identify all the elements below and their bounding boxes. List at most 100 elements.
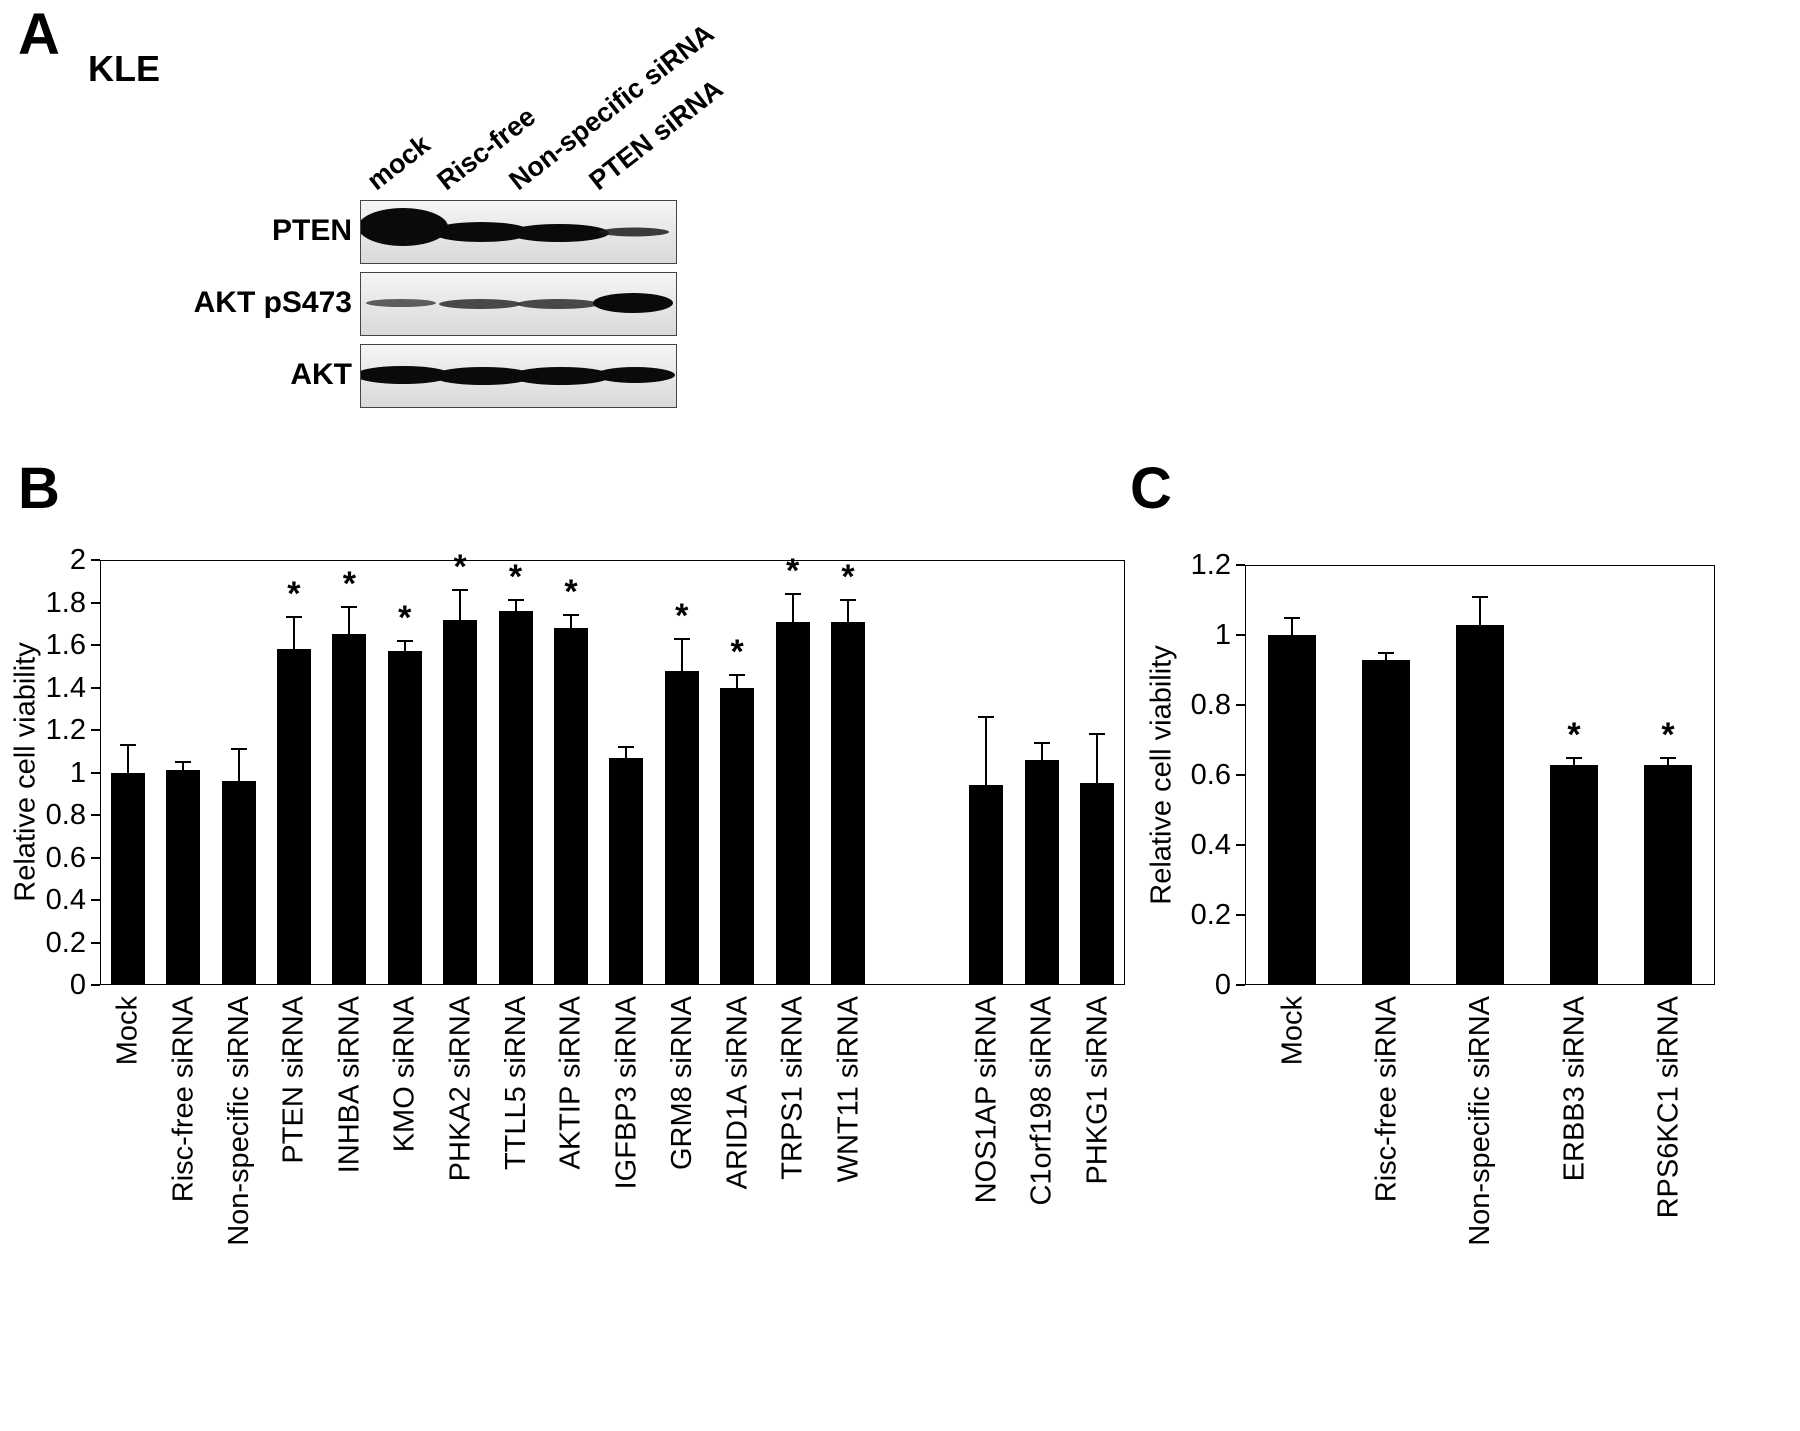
y-tick-label: 1.6 <box>45 629 86 661</box>
viability-bar <box>443 619 478 984</box>
viability-bar <box>332 634 367 984</box>
akt-blot <box>360 344 677 408</box>
blot-row-label-akt-ps473: AKT pS473 <box>193 286 352 319</box>
error-cap <box>839 599 856 602</box>
error-whisker <box>1479 596 1481 625</box>
viability-bar <box>1550 764 1598 984</box>
viability-bar <box>387 651 422 984</box>
y-tick-label: 1.2 <box>1190 549 1231 581</box>
viability-bar <box>1644 764 1692 984</box>
error-cap <box>396 639 413 642</box>
error-whisker <box>680 638 683 671</box>
viability-bar <box>166 770 201 984</box>
y-tick <box>1236 914 1245 916</box>
viability-bar <box>553 628 588 984</box>
error-cap <box>618 746 635 748</box>
y-tick-label: 0.4 <box>1190 829 1231 861</box>
error-cap <box>1378 651 1394 654</box>
error-whisker <box>1385 652 1387 660</box>
plot-area <box>100 560 1125 985</box>
pten-blot <box>360 200 677 264</box>
significance-asterisk: * <box>730 632 744 671</box>
error-cap <box>1284 616 1300 619</box>
viability-bar <box>1268 635 1316 984</box>
viability-bar <box>110 772 145 984</box>
significance-asterisk: * <box>1567 715 1581 754</box>
error-cap <box>1033 741 1050 744</box>
significance-asterisk: * <box>287 575 301 614</box>
error-cap <box>119 743 136 746</box>
significance-asterisk: * <box>453 547 467 586</box>
viability-bar <box>775 621 810 984</box>
viability-bar <box>1024 759 1059 984</box>
viability-bar <box>609 757 644 984</box>
y-tick <box>91 686 100 689</box>
error-cap <box>175 760 192 763</box>
y-tick-label: 1 <box>1214 619 1231 651</box>
error-cap <box>784 593 801 595</box>
viability-bar <box>1456 624 1504 984</box>
error-cap <box>507 599 524 602</box>
y-tick-label: 0.6 <box>1190 759 1231 791</box>
error-whisker <box>985 717 988 786</box>
blot-row-label-akt: AKT <box>290 358 352 391</box>
significance-asterisk: * <box>398 598 412 637</box>
protein-band <box>595 367 675 383</box>
y-tick <box>91 941 100 944</box>
protein-band <box>517 299 599 309</box>
error-whisker <box>1573 757 1575 765</box>
protein-band <box>599 227 669 237</box>
error-cap <box>452 588 469 591</box>
y-tick <box>91 984 100 986</box>
viability-bar <box>1362 659 1410 984</box>
protein-band <box>593 293 673 313</box>
error-whisker <box>403 640 406 652</box>
y-tick-label: 2 <box>69 544 86 576</box>
blot-row-label-pten: PTEN <box>271 214 352 247</box>
y-tick-label: 0.4 <box>45 884 86 916</box>
protein-band <box>361 366 451 384</box>
y-tick <box>91 856 100 859</box>
error-cap <box>1472 595 1488 598</box>
x-category-label: Non-specific siRNA <box>1464 996 1496 1246</box>
y-tick <box>91 644 100 646</box>
significance-asterisk: * <box>675 596 689 635</box>
y-tick <box>1236 704 1245 706</box>
error-cap <box>285 616 302 619</box>
cell-line-label: KLE <box>88 48 160 89</box>
y-tick <box>91 559 100 561</box>
y-tick <box>91 771 100 774</box>
significance-asterisk: * <box>564 573 578 612</box>
protein-band <box>433 367 533 385</box>
viability-bar <box>276 649 311 984</box>
y-tick <box>1236 564 1245 566</box>
x-category-label: ERBB3 siRNA <box>1558 996 1590 1182</box>
error-cap <box>341 605 358 608</box>
viability-bar <box>1080 783 1115 984</box>
y-tick <box>91 601 100 604</box>
y-tick-label: 1.8 <box>45 586 86 619</box>
error-whisker <box>348 606 351 635</box>
y-tick <box>1236 774 1245 776</box>
error-whisker <box>1096 734 1099 784</box>
error-whisker <box>625 747 628 758</box>
y-tick <box>1236 984 1245 986</box>
akt-ps473-blot <box>360 272 677 336</box>
x-category-label: Risc-free siRNA <box>1370 996 1402 1203</box>
plot-area <box>1245 565 1715 985</box>
y-tick <box>1236 634 1245 636</box>
panel-b-label: B <box>18 456 60 521</box>
y-tick-label: 1.4 <box>45 671 86 704</box>
significance-asterisk: * <box>342 564 356 603</box>
error-whisker <box>514 600 517 611</box>
error-whisker <box>1040 742 1043 760</box>
y-tick-label: 0.2 <box>1190 899 1231 931</box>
x-category-label: RPS6KC1 siRNA <box>1652 996 1684 1219</box>
y-tick <box>91 729 100 731</box>
significance-asterisk: * <box>785 552 800 590</box>
viability-bar <box>969 785 1004 984</box>
viability-bar <box>720 687 755 984</box>
protein-band <box>511 367 611 385</box>
